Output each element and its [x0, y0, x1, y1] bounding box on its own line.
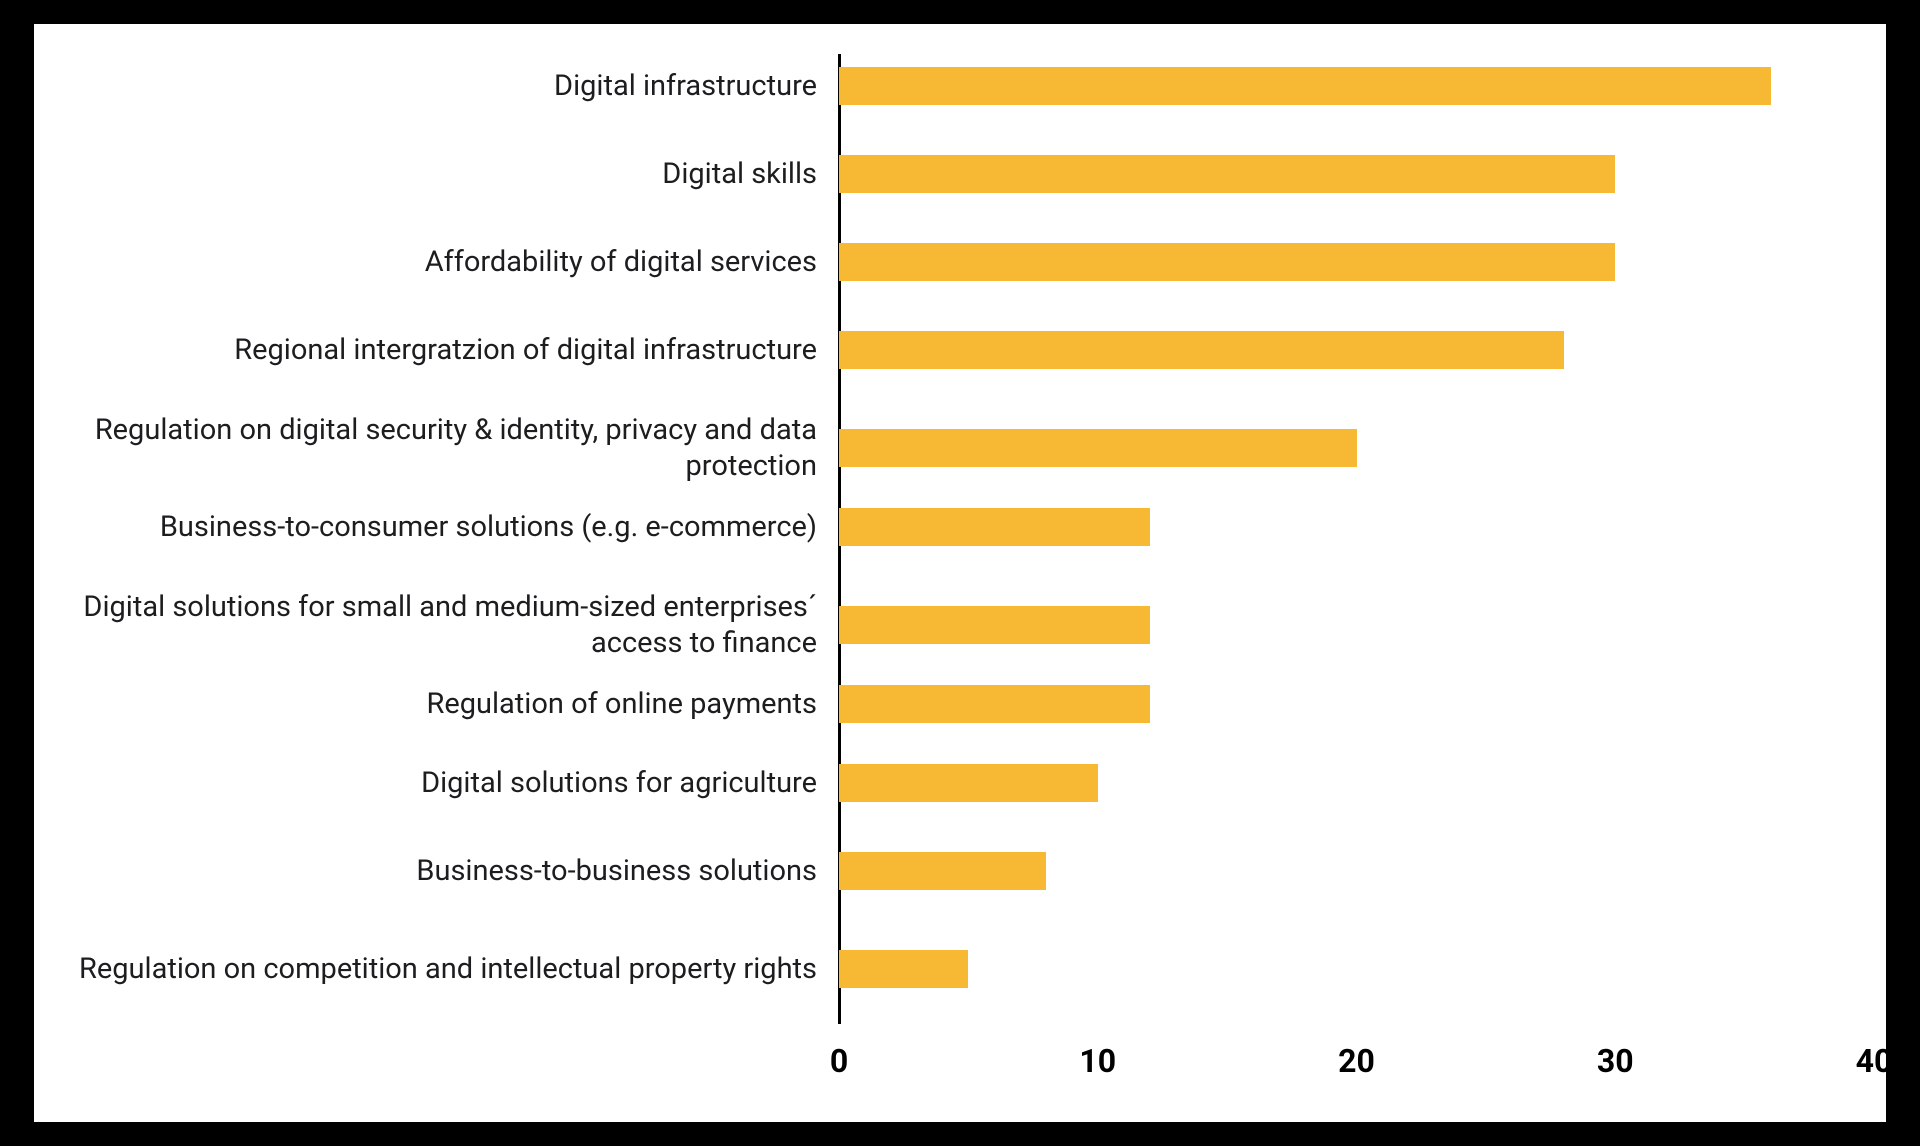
bar: [839, 429, 1357, 467]
chart-row: Digital solutions for small and medium-s…: [34, 585, 1886, 665]
bar-track: [839, 46, 1886, 126]
bar: [839, 508, 1150, 546]
chart-row: Affordability of digital services: [34, 222, 1886, 302]
chart-panel: Digital infrastructure Digital skills Affo…: [34, 24, 1886, 1122]
plot-area: Digital infrastructure Digital skills Affo…: [34, 24, 1886, 1122]
bar-track: [839, 408, 1886, 488]
category-label: Digital infrastructure: [34, 68, 839, 104]
bar: [839, 764, 1098, 802]
chart-row: Business-to-business solutions: [34, 831, 1886, 911]
x-tick-label: 20: [1338, 1042, 1375, 1080]
chart-row: Business-to-consumer solutions (e.g. e-c…: [34, 487, 1886, 567]
bar: [839, 67, 1771, 105]
category-label: Affordability of digital services: [34, 244, 839, 280]
bar-track: [839, 929, 1886, 1009]
x-tick-label: 10: [1079, 1042, 1116, 1080]
bar: [839, 243, 1615, 281]
bar-track: [839, 831, 1886, 911]
category-label: Business-to-consumer solutions (e.g. e-c…: [34, 509, 839, 545]
category-label: Digital skills: [34, 156, 839, 192]
bar: [839, 155, 1615, 193]
chart-row: Regulation on digital security & identit…: [34, 408, 1886, 488]
bar: [839, 852, 1046, 890]
category-label: Digital solutions for small and medium-s…: [34, 589, 839, 662]
category-label: Regulation on competition and intellectu…: [34, 951, 839, 987]
x-tick-label: 30: [1597, 1042, 1634, 1080]
chart-row: Regional intergratzion of digital infras…: [34, 310, 1886, 390]
bar-track: [839, 310, 1886, 390]
bar-track: [839, 664, 1886, 744]
x-tick-label: 40: [1856, 1042, 1886, 1080]
chart-row: Digital solutions for agriculture: [34, 743, 1886, 823]
chart-row: Regulation of online payments: [34, 664, 1886, 744]
category-label: Regulation on digital security & identit…: [34, 412, 839, 485]
chart-row: Digital skills: [34, 134, 1886, 214]
bar-track: [839, 585, 1886, 665]
bar: [839, 685, 1150, 723]
bar-track: [839, 222, 1886, 302]
category-label: Regional intergratzion of digital infras…: [34, 332, 839, 368]
bar-track: [839, 743, 1886, 823]
x-tick-label: 0: [830, 1042, 848, 1080]
bar-track: [839, 487, 1886, 567]
bar-track: [839, 134, 1886, 214]
bar: [839, 331, 1564, 369]
outer-frame: Digital infrastructure Digital skills Affo…: [0, 0, 1920, 1146]
category-label: Digital solutions for agriculture: [34, 765, 839, 801]
category-label: Business-to-business solutions: [34, 853, 839, 889]
bar: [839, 606, 1150, 644]
category-label: Regulation of online payments: [34, 686, 839, 722]
chart-row: Regulation on competition and intellectu…: [34, 929, 1886, 1009]
bar: [839, 950, 968, 988]
chart-row: Digital infrastructure: [34, 46, 1886, 126]
